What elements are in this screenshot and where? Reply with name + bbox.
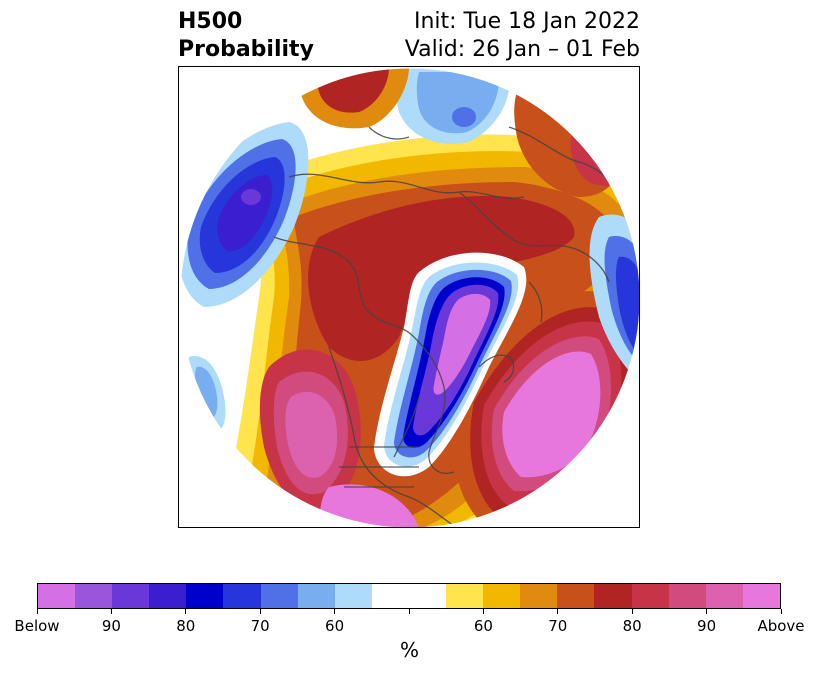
colorbar-segment [446,584,484,608]
colorbar-segment [483,584,521,608]
init-date: Init: Tue 18 Jan 2022 [413,9,640,34]
colorbar-tick-label: 60 [325,617,345,635]
below-eurasia-2 [416,72,500,134]
below-east-3 [616,256,639,357]
probability-map [179,67,639,527]
below-trough-core [433,293,491,395]
colorbar-tick [110,609,112,614]
title-variable: H500 [178,9,243,34]
colorbar-segment [38,584,76,608]
colorbar-segment [705,584,743,608]
colorbar-segment [112,584,150,608]
colorbar-tick [334,609,336,614]
above-west-lobe-3 [285,391,338,478]
colorbar-tick-label: 70 [250,617,270,635]
map-panel [178,66,640,528]
colorbar-segment [260,584,298,608]
colorbar-segment [742,584,780,608]
colorbar-tick-label: Above [757,617,805,635]
colorbar-segment [520,584,558,608]
colorbar-tick-label: 80 [622,617,642,635]
colorbar-tick-label: 90 [697,617,717,635]
colorbar-segment [149,584,187,608]
atlantic-above-core [502,351,601,478]
colorbar-tick [408,609,410,614]
colorbar-segment [408,584,447,608]
colorbar-unit-label: % [399,638,419,662]
colorbar-tick [185,609,187,614]
colorbar-segment [668,584,706,608]
title-subtitle: Probability [178,37,314,62]
title-left: H500 Probability [178,8,314,64]
colorbar-tick-label: 80 [176,617,196,635]
colorbar-tick [706,609,708,614]
colorbar-tick [631,609,633,614]
colorbar-segment [223,584,261,608]
colorbar-tick [557,609,559,614]
colorbar-tick [36,609,38,614]
colorbar-tick-label: 90 [101,617,121,635]
colorbar [37,583,781,609]
colorbar-segment [557,584,595,608]
colorbar-segment [371,584,409,608]
colorbar-tick-label: 70 [548,617,568,635]
colorbar-tick-label: 60 [473,617,493,635]
colorbar-ticks: Below 90 80 70 60 60 70 80 90 Above [14,609,805,639]
valid-range: Valid: 26 Jan – 01 Feb [404,37,640,62]
colorbar-tick [780,609,782,614]
colorbar-segment [334,584,372,608]
colorbar-tick-label: Below [14,617,60,635]
colorbar-segment [297,584,335,608]
title-right: Init: Tue 18 Jan 2022 Valid: 26 Jan – 01… [405,8,640,64]
below-pacific-center [241,189,261,205]
colorbar-segment [594,584,632,608]
colorbar-segment [75,584,113,608]
below-eurasia-core [452,107,476,127]
colorbar-tick [482,609,484,614]
colorbar-segment [631,584,669,608]
colorbar-tick [259,609,261,614]
colorbar-segment [186,584,224,608]
